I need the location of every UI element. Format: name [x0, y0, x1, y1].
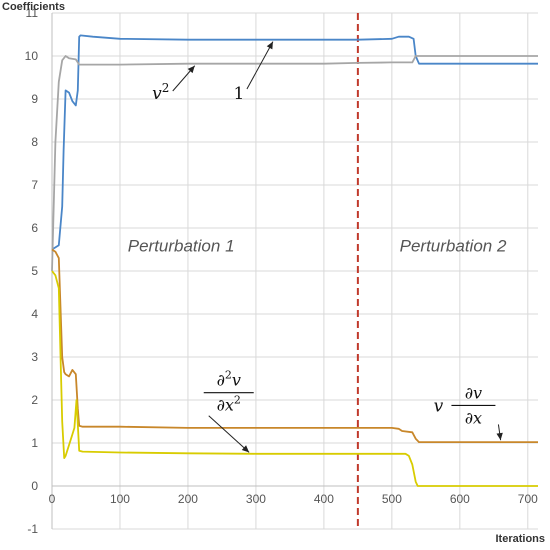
y-tick-label: -1	[27, 522, 38, 536]
series-line-d2v	[51, 248, 538, 444]
arrow-head	[496, 432, 503, 441]
series-line-v2	[51, 55, 538, 272]
y-tick-label: 1	[31, 436, 38, 450]
numerator-base: ∂	[217, 371, 225, 390]
axis-labels: -1 0 1 2 3 4 5 6 7 8 9 10 11 0 100 200 300 400 500 600 700	[25, 6, 538, 536]
y-tick-label: 0	[31, 479, 38, 493]
arrow-v-dv-dx	[496, 424, 503, 441]
series-layer	[51, 34, 538, 487]
label-one: 1	[234, 84, 245, 104]
fraction-numerator: ∂2v	[217, 369, 241, 390]
label-v-squared: v2	[152, 81, 169, 104]
fraction-numerator: ∂v	[465, 383, 482, 402]
region-labels: Perturbation 1 Perturbation 2	[128, 237, 507, 256]
fraction-denominator: ∂x2	[217, 394, 241, 415]
arrow-shaft	[246, 41, 274, 90]
y-tick-label: 6	[31, 221, 38, 235]
region-label-1: Perturbation 1	[128, 237, 235, 256]
x-tick-label: 0	[49, 492, 56, 506]
fraction-denominator: ∂x	[465, 408, 482, 427]
y-tick-label: 4	[31, 307, 38, 321]
x-tick-label: 300	[246, 492, 266, 506]
x-tick-label: 100	[110, 492, 130, 506]
series-line-one	[51, 34, 538, 251]
y-tick-label: 7	[31, 178, 38, 192]
arrow-head	[266, 41, 273, 50]
denominator-superscript: 2	[234, 394, 241, 407]
y-tick-label: 11	[26, 6, 39, 20]
arrow-v-squared	[172, 65, 196, 92]
label-superscript: 2	[162, 81, 170, 95]
denominator-base: ∂x	[217, 396, 234, 415]
y-tick-label: 9	[31, 92, 38, 106]
x-tick-label: 700	[518, 492, 538, 506]
y-tick-label: 5	[31, 264, 38, 278]
arrow-head	[187, 65, 195, 74]
y-tick-label: 8	[31, 135, 38, 149]
x-tick-label: 500	[382, 492, 402, 506]
y-axis-title: Coefficients	[2, 1, 65, 13]
region-label-2: Perturbation 2	[400, 237, 507, 256]
label-base: v	[152, 84, 162, 104]
label-d2v-dx2: ∂2v∂x2	[203, 369, 254, 415]
arrow-shaft	[208, 415, 250, 453]
y-tick-label: 10	[25, 49, 39, 63]
numerator-variable: v	[232, 371, 241, 390]
y-tick-label: 2	[31, 393, 38, 407]
arrow-head	[241, 445, 250, 453]
x-tick-label: 600	[450, 492, 470, 506]
x-tick-label: 400	[314, 492, 334, 506]
fraction-lead: v	[434, 396, 444, 416]
series-line-vdv	[51, 270, 538, 487]
annotations: v2 1∂2v∂x2 v∂v∂x	[152, 41, 503, 453]
arrow-one	[246, 41, 274, 90]
y-tick-label: 3	[31, 350, 38, 364]
x-tick-label: 200	[178, 492, 198, 506]
grid	[51, 12, 538, 530]
numerator-superscript: 2	[225, 369, 232, 382]
arrow-d2v-dx2	[208, 415, 250, 453]
label-v-dv-dx: v ∂v ∂x	[434, 383, 496, 427]
x-axis-title: Iterations	[495, 533, 545, 545]
